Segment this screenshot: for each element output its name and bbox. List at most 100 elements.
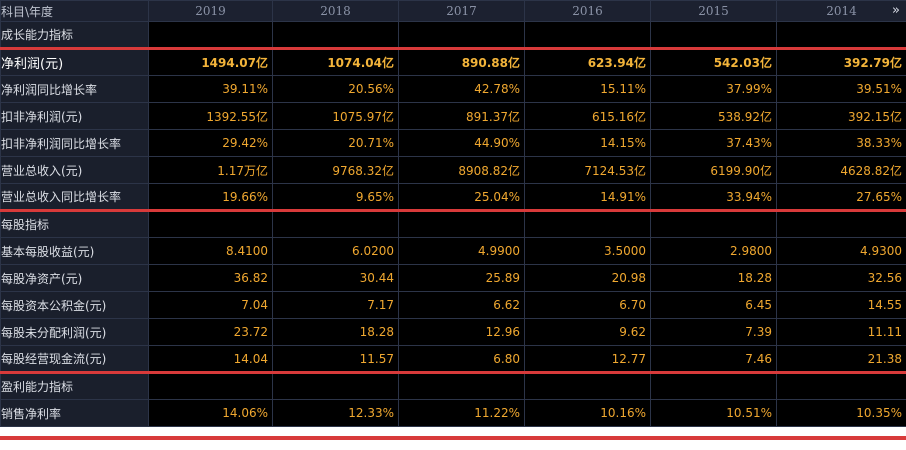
row-label: 净利润(元) <box>0 47 149 76</box>
value-cell: 23.72 <box>148 318 273 346</box>
value-cell: 1074.04亿 <box>272 47 399 76</box>
value-cell: 392.79亿 <box>776 47 906 76</box>
table-row[interactable]: 每股经营现金流(元) 14.04 11.57 6.80 12.77 7.46 21.38 <box>0 345 906 373</box>
section-empty-cell <box>650 21 777 49</box>
value-cell: 30.44 <box>272 264 399 292</box>
value-cell: 25.89 <box>398 264 525 292</box>
value-cell: 29.42% <box>148 129 273 157</box>
value-cell: 9.62 <box>524 318 651 346</box>
year-header-2014[interactable]: 2014 <box>776 0 906 22</box>
value-cell: 11.22% <box>398 399 525 427</box>
value-cell: 32.56 <box>776 264 906 292</box>
row-label: 净利润同比增长率 <box>0 75 149 103</box>
value-cell: 623.94亿 <box>524 47 651 76</box>
value-cell: 1.17万亿 <box>148 156 273 184</box>
section-header-row: 盈利能力指标 <box>0 371 906 400</box>
value-cell: 10.16% <box>524 399 651 427</box>
value-cell: 39.11% <box>148 75 273 103</box>
value-cell: 20.98 <box>524 264 651 292</box>
value-cell: 20.56% <box>272 75 399 103</box>
year-header-2018[interactable]: 2018 <box>272 0 399 22</box>
section-header-row: 每股指标 <box>0 209 906 238</box>
value-cell: 891.37亿 <box>398 102 525 130</box>
section-empty-cell <box>148 371 273 400</box>
table-row[interactable]: 基本每股收益(元) 8.4100 6.0200 4.9900 3.5000 2.9800 4… <box>0 237 906 265</box>
section-empty-cell <box>272 209 399 238</box>
table-row[interactable]: 营业总收入(元) 1.17万亿 9768.32亿 8908.82亿 7124.53亿 61… <box>0 156 906 184</box>
table-row[interactable]: 每股净资产(元) 36.82 30.44 25.89 20.98 18.28 32.56 <box>0 264 906 292</box>
row-label: 每股经营现金流(元) <box>0 345 149 373</box>
value-cell: 42.78% <box>398 75 525 103</box>
section-empty-cell <box>398 21 525 49</box>
row-label: 扣非净利润(元) <box>0 102 149 130</box>
section-empty-cell <box>650 209 777 238</box>
section-empty-cell <box>524 209 651 238</box>
value-cell: 1075.97亿 <box>272 102 399 130</box>
value-cell: 542.03亿 <box>650 47 777 76</box>
value-cell: 7124.53亿 <box>524 156 651 184</box>
value-cell: 7.46 <box>650 345 777 373</box>
row-label: 基本每股收益(元) <box>0 237 149 265</box>
section-empty-cell <box>524 371 651 400</box>
section-empty-cell <box>148 209 273 238</box>
year-header-2017[interactable]: 2017 <box>398 0 525 22</box>
value-cell: 14.04 <box>148 345 273 373</box>
row-label: 销售净利率 <box>0 399 149 427</box>
section-empty-cell <box>776 21 906 49</box>
value-cell: 6.80 <box>398 345 525 373</box>
section-empty-cell <box>650 371 777 400</box>
value-cell: 8908.82亿 <box>398 156 525 184</box>
year-header-2019[interactable]: 2019 <box>148 0 273 22</box>
table-row[interactable]: 扣非净利润同比增长率 29.42% 20.71% 44.90% 14.15% 37.43%… <box>0 129 906 157</box>
table-row[interactable]: 净利润同比增长率 39.11% 20.56% 42.78% 15.11% 37.99% 39… <box>0 75 906 103</box>
section-empty-cell <box>398 209 525 238</box>
value-cell: 10.35% <box>776 399 906 427</box>
value-cell: 11.11 <box>776 318 906 346</box>
value-cell: 538.92亿 <box>650 102 777 130</box>
table-row[interactable]: 每股未分配利润(元) 23.72 18.28 12.96 9.62 7.39 11.11 <box>0 318 906 346</box>
bottom-separator <box>0 436 906 440</box>
year-header-2016[interactable]: 2016 <box>524 0 651 22</box>
value-cell: 8.4100 <box>148 237 273 265</box>
value-cell: 27.65% <box>776 183 906 211</box>
value-cell: 392.15亿 <box>776 102 906 130</box>
section-header-row: 成长能力指标 <box>0 21 906 49</box>
value-cell: 4628.82亿 <box>776 156 906 184</box>
table-row[interactable]: 每股资本公积金(元) 7.04 7.17 6.62 6.70 6.45 14.55 <box>0 291 906 319</box>
table-row[interactable]: 营业总收入同比增长率 19.66% 9.65% 25.04% 14.91% 33.94% 2… <box>0 183 906 211</box>
value-cell: 18.28 <box>272 318 399 346</box>
value-cell: 2.9800 <box>650 237 777 265</box>
section-empty-cell <box>272 371 399 400</box>
table-row[interactable]: 销售净利率 14.06% 12.33% 11.22% 10.16% 10.51% 10.35… <box>0 399 906 427</box>
row-label: 每股未分配利润(元) <box>0 318 149 346</box>
value-cell: 33.94% <box>650 183 777 211</box>
value-cell: 14.55 <box>776 291 906 319</box>
value-cell: 18.28 <box>650 264 777 292</box>
value-cell: 39.51% <box>776 75 906 103</box>
section-title: 成长能力指标 <box>0 21 149 49</box>
value-cell: 37.43% <box>650 129 777 157</box>
value-cell: 38.33% <box>776 129 906 157</box>
value-cell: 14.91% <box>524 183 651 211</box>
value-cell: 37.99% <box>650 75 777 103</box>
year-header-2015[interactable]: 2015 <box>650 0 777 22</box>
value-cell: 615.16亿 <box>524 102 651 130</box>
double-chevron-right-icon[interactable]: » <box>892 3 900 18</box>
section-empty-cell <box>272 21 399 49</box>
table-row[interactable]: 扣非净利润(元) 1392.55亿 1075.97亿 891.37亿 615.16亿 53… <box>0 102 906 130</box>
value-cell: 12.96 <box>398 318 525 346</box>
value-cell: 12.77 <box>524 345 651 373</box>
value-cell: 1494.07亿 <box>148 47 273 76</box>
section-empty-cell <box>148 21 273 49</box>
value-cell: 6.45 <box>650 291 777 319</box>
financial-indicators-table: 科目\年度 2019 2018 2017 2016 2015 2014 成长能力指标 净利润(元… <box>0 0 906 427</box>
section-empty-cell <box>398 371 525 400</box>
value-cell: 14.06% <box>148 399 273 427</box>
value-cell: 1392.55亿 <box>148 102 273 130</box>
value-cell: 9.65% <box>272 183 399 211</box>
page-bottom-margin <box>0 440 906 450</box>
table-row[interactable]: 净利润(元) 1494.07亿 1074.04亿 890.88亿 623.94亿 542.… <box>0 47 906 76</box>
value-cell: 15.11% <box>524 75 651 103</box>
value-cell: 25.04% <box>398 183 525 211</box>
value-cell: 6199.90亿 <box>650 156 777 184</box>
